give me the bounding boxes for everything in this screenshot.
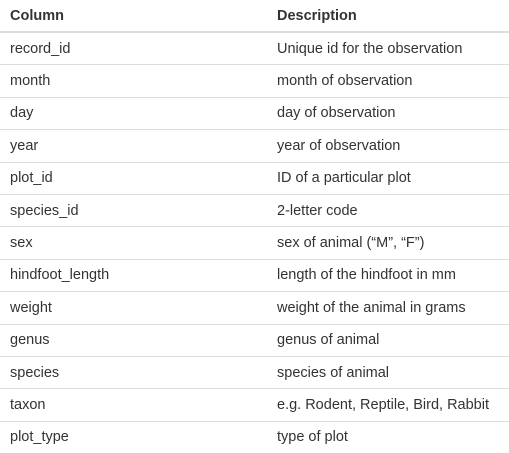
table-row: record_id Unique id for the observation: [0, 32, 509, 66]
cell-column: hindfoot_length: [0, 259, 267, 293]
cell-column: day: [0, 97, 267, 131]
cell-column: record_id: [0, 32, 267, 66]
cell-column: species_id: [0, 194, 267, 228]
header-column: Column: [0, 0, 267, 33]
cell-column: species: [0, 356, 267, 390]
cell-column: month: [0, 64, 267, 98]
cell-column: weight: [0, 291, 267, 325]
cell-description: length of the hindfoot in mm: [267, 259, 509, 293]
table-row: year year of observation: [0, 129, 509, 163]
table-row: hindfoot_length length of the hindfoot i…: [0, 259, 509, 293]
cell-description: year of observation: [267, 129, 509, 163]
cell-description: ID of a particular plot: [267, 162, 509, 195]
cell-column: taxon: [0, 388, 267, 422]
table-row: plot_type type of plot: [0, 421, 509, 453]
table-row: month month of observation: [0, 64, 509, 98]
cell-description: e.g. Rodent, Reptile, Bird, Rabbit: [267, 388, 509, 422]
cell-description: species of animal: [267, 356, 509, 390]
header-row: Column Description: [0, 0, 509, 33]
cell-description: weight of the animal in grams: [267, 291, 509, 325]
cell-description: day of observation: [267, 97, 509, 131]
table-header: Column Description: [0, 0, 509, 33]
cell-description: Unique id for the observation: [267, 32, 509, 66]
table-row: species_id 2-letter code: [0, 194, 509, 228]
cell-description: 2-letter code: [267, 194, 509, 228]
cell-column: plot_id: [0, 162, 267, 195]
table-row: species species of animal: [0, 356, 509, 390]
table-row: genus genus of animal: [0, 324, 509, 357]
table-row: sex sex of animal (“M”, “F”): [0, 226, 509, 260]
cell-description: genus of animal: [267, 324, 509, 357]
cell-description: type of plot: [277, 429, 348, 446]
cell-column: genus: [0, 324, 267, 357]
header-description: Description: [267, 0, 509, 33]
table-row: weight weight of the animal in grams: [0, 291, 509, 325]
cell-column: year: [0, 129, 267, 163]
cell-column: plot_type: [10, 429, 69, 446]
table-body: record_id Unique id for the observation …: [0, 32, 509, 453]
cell-description: month of observation: [267, 64, 509, 98]
cell-column: sex: [0, 226, 267, 260]
table-row: plot_id ID of a particular plot: [0, 162, 509, 195]
table-row: taxon e.g. Rodent, Reptile, Bird, Rabbit: [0, 388, 509, 422]
cell-description: sex of animal (“M”, “F”): [267, 226, 509, 260]
table-row: day day of observation: [0, 97, 509, 131]
